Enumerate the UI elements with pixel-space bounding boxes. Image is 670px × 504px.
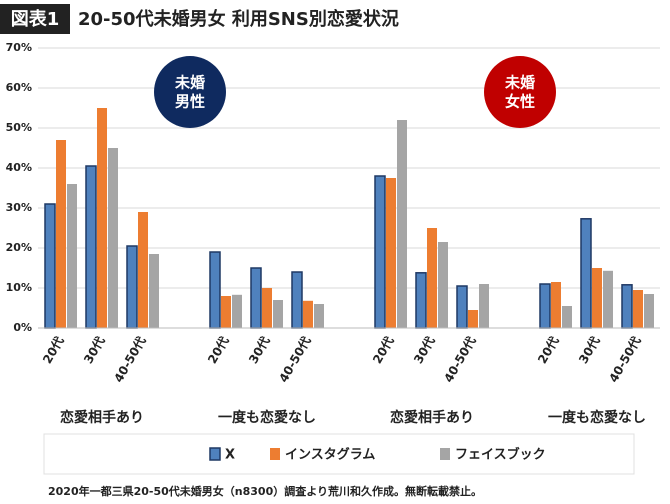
panel-badge (484, 56, 556, 128)
bar (314, 304, 324, 328)
bar (438, 242, 448, 328)
y-tick-label: 60% (6, 81, 32, 94)
footnote: 2020年一都三県20-50代未婚男女（n8300）調査より荒川和久作成。無断転… (48, 484, 482, 498)
legend-box (43, 433, 635, 475)
bar (232, 294, 242, 328)
bar (415, 272, 427, 329)
bar (85, 165, 97, 329)
bar (539, 283, 551, 329)
badge: 図表1 (11, 8, 60, 30)
bar (562, 306, 572, 328)
bar (108, 148, 118, 328)
bar (374, 175, 386, 329)
bar (126, 245, 138, 329)
y-tick-label: 70% (6, 41, 32, 54)
chart-title: 20-50代未婚男女 利用SNS別恋愛状況 (78, 8, 399, 30)
bar (262, 288, 272, 328)
bar (221, 296, 231, 328)
legend-swatch (270, 448, 280, 460)
panel-label: 女性 (505, 93, 535, 111)
legend-swatch (209, 447, 221, 461)
bar (291, 271, 303, 329)
bar (56, 140, 66, 328)
bar (209, 251, 221, 329)
bar (644, 294, 654, 328)
bar (456, 285, 468, 329)
bar (479, 284, 489, 328)
bar (621, 284, 633, 329)
badge-box (0, 4, 70, 34)
bar (551, 282, 561, 328)
bar (427, 228, 437, 328)
legend-label: X (225, 448, 235, 463)
bar (250, 267, 262, 329)
bar (44, 203, 56, 329)
group-label: 恋愛相手あり (390, 409, 474, 426)
bar (633, 290, 643, 328)
group-label: 恋愛相手あり (60, 409, 144, 426)
bar (273, 300, 283, 328)
bar (97, 108, 107, 328)
y-tick-label: 20% (6, 241, 32, 254)
panel-label: 男性 (175, 93, 205, 111)
bar (592, 268, 602, 328)
legend-label: インスタグラム (285, 447, 375, 463)
bar (397, 120, 407, 328)
group-label: 一度も恋愛なし (218, 409, 316, 426)
group-label: 一度も恋愛なし (548, 409, 646, 426)
bar (149, 254, 159, 328)
bar (580, 218, 592, 329)
legend-swatch (440, 448, 450, 460)
bar (386, 178, 396, 328)
panel-badge (154, 56, 226, 128)
panel-label: 未婚 (174, 74, 205, 92)
bar (468, 310, 478, 328)
bar (303, 300, 313, 328)
panel-label: 未婚 (504, 74, 535, 92)
y-tick-label: 0% (13, 321, 32, 334)
bar (603, 270, 613, 328)
y-tick-label: 40% (6, 161, 32, 174)
y-tick-label: 50% (6, 121, 32, 134)
bar (67, 184, 77, 328)
bar (138, 212, 148, 328)
y-tick-label: 30% (6, 201, 32, 214)
y-tick-label: 10% (6, 281, 32, 294)
legend-label: フェイスブック (455, 447, 546, 463)
